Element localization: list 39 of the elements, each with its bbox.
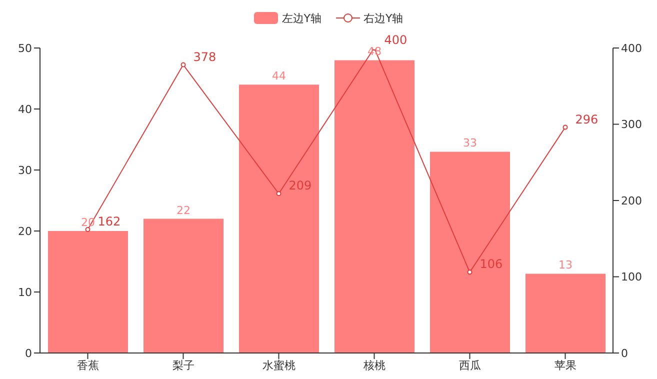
data-label: 209: [288, 178, 312, 193]
legend-label: 右边Y轴: [364, 10, 404, 26]
y-tick-label: 20: [18, 224, 32, 238]
data-label: 106: [480, 257, 503, 272]
data-label: 296: [575, 112, 598, 126]
y2-tick-label: 100: [621, 270, 642, 284]
point: [276, 191, 282, 196]
x-tick-label: 水蜜桃: [262, 358, 296, 372]
data-label: 400: [384, 33, 408, 47]
bar: [144, 218, 224, 353]
x-tick-label: 苹果: [554, 358, 576, 372]
point: [562, 124, 568, 130]
y-tick-label: 50: [18, 42, 32, 55]
bar: [430, 152, 510, 353]
data-label: 378: [193, 50, 216, 64]
x-tick-label: 梨子: [172, 358, 194, 372]
bar: [526, 274, 606, 353]
x-tick-label: 香蕉: [76, 358, 99, 372]
bar: [48, 231, 128, 353]
y-tick-label: 30: [18, 164, 32, 177]
y2-tick-label: 200: [621, 194, 642, 208]
data-label: 44: [272, 70, 286, 83]
data-label: 13: [558, 258, 572, 272]
y2-tick-label: 300: [621, 118, 642, 132]
data-label: 22: [176, 204, 190, 217]
bar: [239, 84, 319, 353]
bar: [334, 60, 414, 353]
y-tick-label: 10: [18, 286, 32, 299]
x-tick-label: 西瓜: [458, 358, 481, 372]
y-tick-label: 0: [25, 346, 32, 360]
y2-tick-label: 400: [621, 42, 642, 55]
legend-label: 左边Y轴: [282, 10, 322, 26]
data-label: 162: [98, 214, 121, 228]
x-tick-label: 核桃: [362, 358, 386, 372]
y2-tick-label: 0: [621, 346, 628, 360]
data-label: 33: [463, 136, 477, 150]
y-tick-label: 40: [18, 102, 32, 116]
point: [180, 62, 186, 68]
point: [467, 270, 472, 275]
